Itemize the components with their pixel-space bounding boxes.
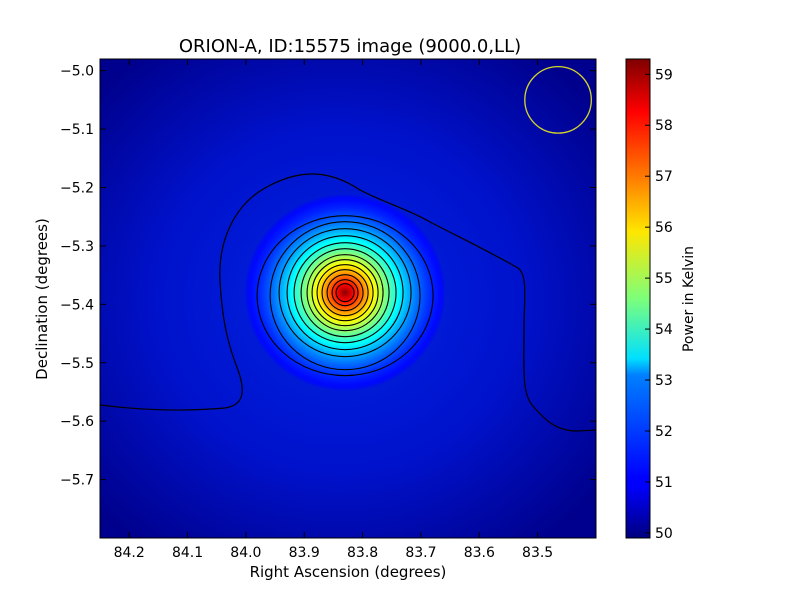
colorbar-tick-label: 50 [655,526,673,542]
x-tick-label: 83.8 [347,545,378,561]
contour-line [300,248,390,338]
x-tick-label: 84.2 [114,545,145,561]
colorbar-ticks: 50 51 52 53 54 55 56 57 58 59 [645,67,673,542]
plot-frame [99,58,597,539]
y-tick-label: −5.6 [60,414,94,430]
colorbar-label: Power in Kelvin [681,246,697,352]
contour-line [269,221,421,371]
colorbar-tick-label: 56 [655,220,673,236]
chart-title: ORION-A, ID:15575 image (9000.0,LL) [179,36,521,57]
contour-line [335,283,355,303]
colorbar-tick-label: 52 [655,424,673,440]
y-axis-label: Declination (degrees) [33,218,51,380]
contour-line [331,279,359,307]
contour-outer [100,173,596,432]
y-tick-label: −5.4 [60,297,94,313]
colorbar-tick-label: 54 [655,322,673,338]
colorbar-tick-label: 51 [655,475,673,491]
contour-line [326,274,364,312]
colorbar-gradient [625,58,651,539]
plot-area [99,58,597,539]
y-axis: −5.0 −5.1 −5.2 −5.3 −5.4 −5.5 −5.6 −5.7 [60,64,596,489]
x-tick-label: 83.7 [405,545,436,561]
x-tick-label: 84.1 [172,545,203,561]
colorbar-tick-label: 53 [655,373,673,389]
x-tick-label: 83.5 [522,545,553,561]
y-tick-label: −5.0 [60,64,94,80]
contour-line [321,269,369,317]
contour-lines [256,215,434,377]
contour-line [316,264,374,322]
colorbar-tick-label: 59 [655,67,673,83]
contour-line [256,215,434,377]
beam-circle [524,65,592,134]
contour-line [306,254,384,332]
x-axis-label: Right Ascension (degrees) [250,563,447,581]
colorbar-tick-label: 57 [655,169,673,185]
colorbar-tick-label: 55 [655,271,673,287]
heatmap-rings [245,194,446,391]
contour-line [293,242,397,344]
x-tick-label: 84.0 [230,545,261,561]
x-axis: 84.2 84.1 84.0 83.9 83.8 83.7 83.6 83.5 [114,59,553,561]
colorbar-tick-label: 58 [655,118,673,134]
y-tick-label: −5.1 [60,122,94,138]
y-tick-label: −5.2 [60,181,94,197]
y-tick-label: −5.3 [60,239,94,255]
y-tick-label: −5.7 [60,473,94,489]
x-tick-label: 83.9 [289,545,320,561]
x-tick-label: 83.6 [464,545,495,561]
contour-line [311,259,379,327]
y-tick-label: −5.5 [60,356,94,372]
contour-line [278,228,412,358]
heat-ring [343,291,347,295]
contour-line [286,235,404,351]
colorbar: 50 51 52 53 54 55 56 57 58 59 Power in Kelvin [625,58,697,542]
